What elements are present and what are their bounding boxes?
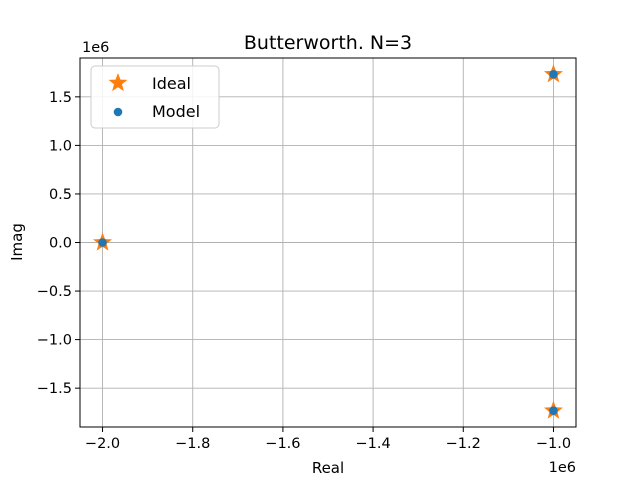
y-offset-label: 1e6 <box>82 40 109 56</box>
x-tick-label: −1.4 <box>355 436 390 452</box>
plot-frame <box>79 57 577 428</box>
legend-model-dot <box>113 107 123 117</box>
model-point <box>549 406 558 415</box>
x-tick-label: −1.6 <box>265 436 300 452</box>
x-offset-label: 1e6 <box>549 460 576 476</box>
legend-ideal-star <box>108 73 128 92</box>
model-point <box>549 70 558 79</box>
legend-marker-model <box>113 107 123 117</box>
y-tick-label: 1.0 <box>49 138 72 154</box>
tick-layer: −2.0 −1.8 −1.6 −1.4 −1.2 −1.0 −1.5 −1.0 −0.5 0.0 0… <box>37 90 571 452</box>
model-point <box>98 238 107 247</box>
legend-label-model: Model <box>152 102 200 121</box>
chart-title: Butterworth. N=3 <box>244 32 412 54</box>
y-tick-label: −1.0 <box>37 333 72 349</box>
y-tick-label: −1.5 <box>37 381 72 397</box>
marker-layer <box>93 64 563 419</box>
x-tick-label: −1.8 <box>175 436 210 452</box>
x-tick-label: −1.0 <box>536 436 571 452</box>
y-tick-label: −0.5 <box>37 284 72 300</box>
x-axis-label: Real <box>312 459 344 477</box>
y-tick-label: 0.5 <box>49 187 72 203</box>
legend-marker-ideal <box>108 73 128 92</box>
x-tick-label: −1.2 <box>446 436 481 452</box>
y-axis-label: Imag <box>8 223 26 261</box>
x-tick-label: −2.0 <box>85 436 120 452</box>
y-tick-label: 1.5 <box>49 90 72 106</box>
legend: Ideal Model <box>90 65 220 129</box>
legend-label-ideal: Ideal <box>152 74 191 93</box>
y-tick-label: 0.0 <box>49 236 72 252</box>
grid-layer <box>80 58 576 427</box>
